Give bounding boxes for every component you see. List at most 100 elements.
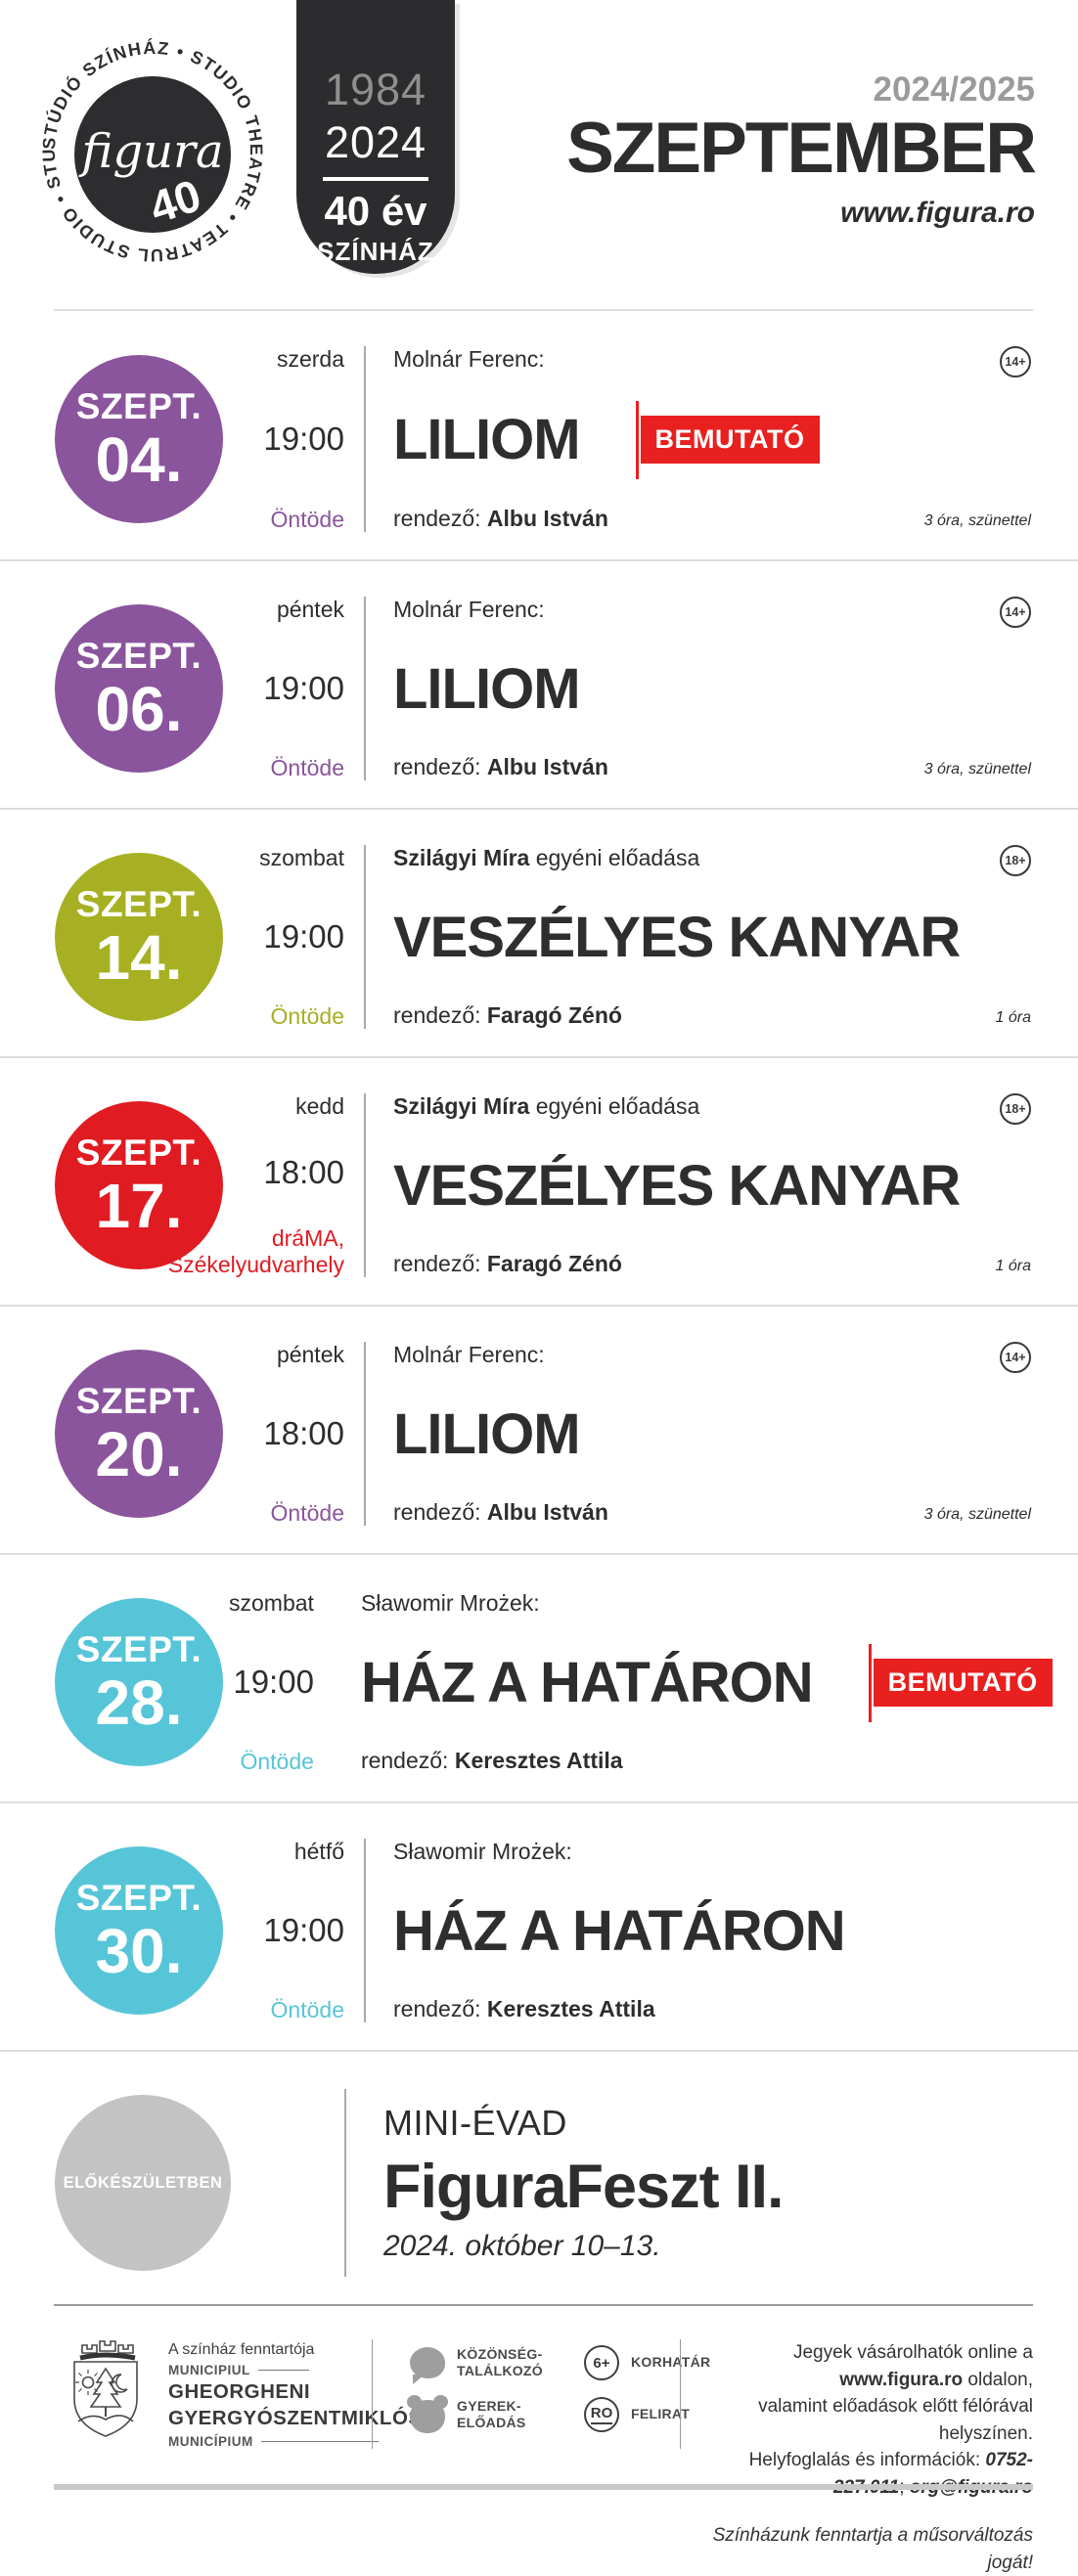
event-duration: 3 óra, szünettel [923,1506,1031,1523]
age-6-badge-icon: 6+ [583,2345,619,2380]
special-date: 2024. október 10–13. [383,2230,661,2262]
ribbon-divider [323,177,428,181]
divider [680,2339,681,2449]
event-duration: 3 óra, szünettel [923,761,1031,777]
divider [364,597,366,780]
event-row: SZEPT. 06. péntek 19:00 Öntöde Molnár Fe… [0,559,1078,808]
event-row: SZEPT. 20. péntek 18:00 Öntöde Molnár Fe… [0,1305,1078,1553]
premiere-badge: BEMUTATÓ [868,1643,1053,1722]
age-rating-badge: 18+ [1000,845,1031,876]
event-weekday: szombat [259,845,344,870]
event-day: 30. [95,1915,183,1986]
event-date-badge: SZEPT. 14. [55,853,223,1021]
event-title: LILIOM [393,407,581,471]
legend: KÖZÖNSÉG- TALÁLKOZÓ 6+ KORHATÁR GYEREK- EL… [373,2332,710,2433]
event-author: Molnár Ferenc: [393,597,545,622]
tickets-info-line3: Helyfoglalás és információk: 0752-227.01… [681,2447,1033,2501]
event-month: SZEPT. [75,385,202,426]
event-author: Szilágyi Míra egyéni előadása [393,845,700,870]
figura-40-logo: STÚDIÓ SZÍNHÁZ • STUDIO THEATRE • TEATRU… [18,9,280,293]
event-weekday: péntek [276,1342,344,1367]
event-time: 18:00 [263,1415,344,1452]
tickets-info-line1: Jegyek vásárolhatók online a www.figura.… [792,2342,1033,2390]
divider [372,2339,373,2449]
anniversary-ribbon: 1984 2024 40 év SZÍNHÁZ [296,0,455,274]
event-time: 19:00 [263,918,344,955]
premiere-badge: BEMUTATÓ [635,400,820,479]
speech-bubble-icon [410,2347,445,2384]
special-title: FiguraFeszt II. [383,2153,785,2221]
event-time: 19:00 [263,421,344,458]
header: STÚDIÓ SZÍNHÁZ • STUDIO THEATRE • TEATRU… [0,0,1078,311]
event-month: SZEPT. [75,1877,202,1918]
program-list: SZEPT. 04. szerda 19:00 Öntöde Molnár Fe… [0,311,1078,2304]
divider [257,2370,309,2371]
maintainer-label: A színház fenntartója [168,2341,315,2358]
event-day: 28. [95,1666,183,1738]
event-date-badge: SZEPT. 28. [55,1598,223,1766]
event-day: 04. [95,423,183,495]
event-duration: 3 óra, szünettel [923,512,1031,529]
event-director: rendező: Faragó Zénó [393,1002,622,1028]
event-weekday: kedd [295,1093,344,1119]
event-month: SZEPT. [75,1132,202,1173]
event-date-badge: SZEPT. 20. [55,1350,223,1518]
event-venue: Öntöde [240,1748,314,1774]
event-month: SZEPT. [75,635,202,676]
divider [344,2089,346,2277]
event-title: LILIOM [393,1401,581,1466]
event-weekday: szombat [229,1590,314,1616]
event-author: Szilágyi Míra egyéni előadása [393,1093,700,1119]
bear-icon [407,2395,448,2433]
divider [54,2304,1033,2306]
event-day: 20. [95,1418,183,1489]
divider [364,1342,366,1526]
special-kicker: MINI-ÉVAD [383,2103,567,2143]
event-title: HÁZ A HATÁRON [360,1650,814,1714]
event-day: 17. [95,1170,183,1241]
ro-subtitle-badge-icon: RO [583,2397,619,2432]
divider [364,1839,366,2022]
divider [364,346,366,532]
special-row: ELŐKÉSZÜLETBEN MINI-ÉVAD FiguraFeszt II.… [0,2050,1078,2304]
season-label: 2024/2025 [873,70,1035,109]
event-venue: Öntöde [270,506,344,532]
event-weekday: péntek [276,597,344,622]
ribbon-year-from: 1984 [324,65,427,114]
event-row: SZEPT. 17. kedd 18:00 dráMA, Székelyudva… [0,1056,1078,1305]
event-title: VESZÉLYES KANYAR [393,1153,961,1218]
legend-item: GYEREK- ELŐADÁS [407,2395,543,2433]
event-time: 18:00 [263,1154,344,1191]
event-venue: Öntöde [270,1002,344,1029]
legend-item: KÖZÖNSÉG- TALÁLKOZÓ [410,2345,543,2384]
age-rating-badge: 14+ [1000,1342,1031,1373]
event-venue: Öntöde [270,1996,344,2022]
event-author: Sławomir Mrożek: [393,1839,572,1864]
divider [364,1093,366,1277]
website-link[interactable]: www.figura.ro [840,196,1035,229]
event-author: Molnár Ferenc: [393,346,545,372]
ribbon-year-to: 2024 [324,117,427,167]
event-month: SZEPT. [75,883,202,924]
event-title: LILIOM [393,656,581,721]
event-duration: 1 óra [995,1009,1031,1026]
event-venue: Öntöde [270,1499,344,1526]
event-weekday: szerda [276,346,344,372]
divider [364,845,366,1029]
bottom-bar [54,2484,1033,2490]
age-rating-badge: 14+ [1000,346,1031,378]
event-director: rendező: Albu István [393,754,608,779]
coat-of-arms-icon [73,2340,138,2437]
event-director: rendező: Faragó Zénó [393,1251,622,1276]
event-weekday: hétfő [293,1839,344,1864]
event-date-badge: SZEPT. 17. [55,1101,223,1269]
age-rating-badge: 14+ [1000,597,1031,628]
logo-script-text: figura [78,124,223,179]
event-director: rendező: Keresztes Attila [360,1748,623,1773]
municipiul-label: MUNICIPIUL [168,2363,250,2377]
logo-circle [74,76,231,233]
website-link[interactable]: www.figura.ro [839,2369,964,2390]
legend-item: 6+ KORHATÁR [583,2345,710,2380]
event-row: SZEPT. 04. szerda 19:00 Öntöde Molnár Fe… [0,311,1078,559]
divider [260,2441,379,2442]
